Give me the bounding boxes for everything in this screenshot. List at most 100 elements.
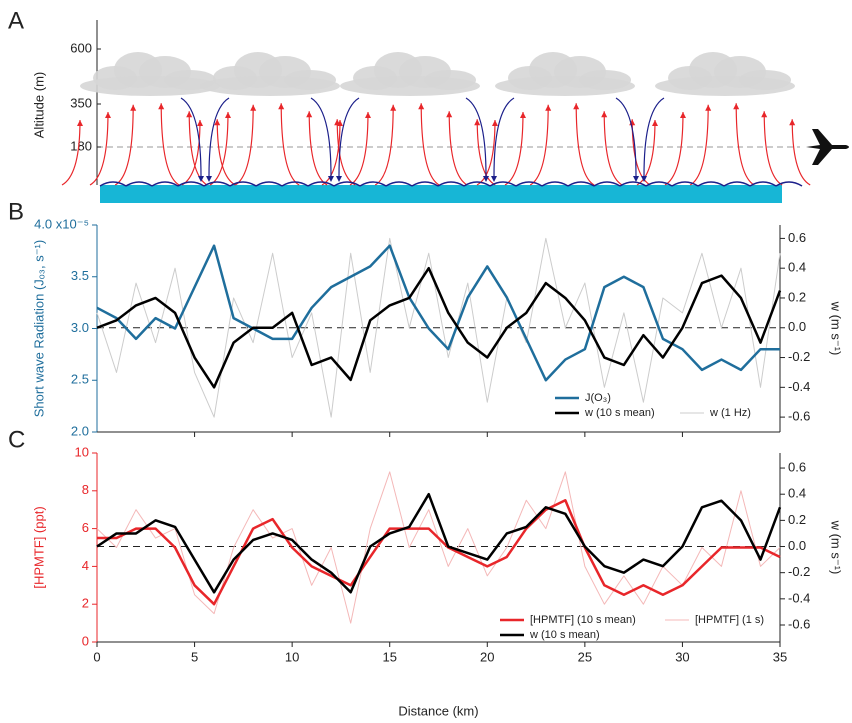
updraft-arrow [308,111,328,186]
ocean [100,185,782,203]
arrow-head [601,111,608,118]
x-tick-label: 20 [480,649,494,664]
arrow-head [278,103,285,110]
arrow-head [225,112,231,118]
series-line [96,492,782,594]
wave [463,181,491,187]
y-tick-label: 2.0 [71,423,89,438]
y2-tick-label: 0.4 [788,260,806,275]
x-tick-label: 35 [773,649,787,664]
wave [619,181,647,187]
y2-tick-label: -0.6 [788,409,810,424]
updraft-arrow [735,103,755,186]
cloud [495,76,635,96]
wave [203,181,231,187]
wave [775,181,803,187]
downdraft-arrow [310,97,332,177]
updraft-arrow [89,111,109,186]
series-line [96,266,782,389]
series-line [96,471,781,624]
wave [593,181,621,187]
arrow-head [520,112,526,118]
downdraft-arrow [180,97,202,177]
x-tick-label: 15 [382,649,396,664]
updraft-arrow [791,119,811,186]
downdraft-arrow [643,97,665,177]
wave [255,181,283,187]
downdraft-arrow [465,97,487,177]
updraft-arrow [114,104,134,186]
y-axis-label: Altitude (m) [31,72,46,138]
x-tick-label: 30 [675,649,689,664]
downdraft-arrow [338,97,360,177]
y-tick-label: 3.5 [71,268,89,283]
x-tick-label: 5 [191,649,198,664]
updraft-arrow [504,111,524,186]
wave [697,181,725,187]
updraft-arrow [603,111,623,186]
y-tick-label: 4.0 x10⁻⁵ [34,216,89,231]
y-tick-label: 10 [75,444,89,459]
y2-tick-label: 0.6 [788,459,806,474]
y-axis-label: Short wave Radiation (Jₒ₃, s⁻¹) [31,240,46,417]
y-tick-label: 6 [82,520,89,535]
arrow-head [705,104,712,111]
y2-tick-label: -0.2 [788,349,810,364]
downdraft-arrow [493,97,515,177]
altitude-label: 180 [70,138,92,153]
wave [489,181,517,187]
x-tick-label: 25 [578,649,592,664]
y2-tick-label: 0.4 [788,486,806,501]
updraft-arrow [216,119,236,186]
cloud [340,76,480,96]
arrow-head [761,111,768,118]
arrow-head [250,104,257,111]
arrow-head [186,111,193,118]
wave [229,181,257,187]
cloud [80,76,220,96]
y-tick-label: 4 [82,558,89,573]
arrow-head [390,104,397,111]
wave [359,181,387,187]
wave [385,181,413,187]
y2-tick-label: -0.4 [788,379,810,394]
arrow-head [733,103,740,110]
updraft-arrow [689,104,709,186]
y-axis-label: [HPMTF] (ppt) [31,506,46,588]
arrow-head [474,119,481,126]
panel-a: A Altitude (m) 600 350 180 [8,7,849,203]
arrow-head [130,104,137,111]
updraft-arrow [280,103,300,186]
arrow-head [789,119,796,126]
updraft-arrow [188,111,208,186]
arrow-head [337,120,343,126]
arrow-head [680,112,686,118]
updraft-arrow [476,119,496,186]
arrow-head [633,176,639,182]
updraft-arrow [763,111,783,186]
arrow-head [214,119,221,126]
airplane [806,129,849,165]
arrow-head [328,176,334,182]
wave [177,181,205,187]
y-tick-label: 2.5 [71,372,89,387]
arrow-head [197,120,203,126]
updraft-arrow [636,119,656,186]
y-tick-label: 8 [82,482,89,497]
arrow-head [105,112,111,118]
y2-tick-label: 0.6 [788,230,806,245]
arrow-head [198,176,204,182]
y-tick-label: 0 [82,633,89,648]
legend-label: [HPMTF] (10 s mean) [530,614,636,626]
wave [333,181,361,187]
legend-label: w (1 Hz) [709,407,751,419]
arrow-head [336,176,342,182]
altitude-label: 600 [70,40,92,55]
wave [541,181,569,187]
series-line [96,237,781,418]
series-line [97,499,781,606]
arrow-head [446,111,453,118]
arrow-head [77,120,83,126]
legend-label: J(O₃) [585,392,611,404]
